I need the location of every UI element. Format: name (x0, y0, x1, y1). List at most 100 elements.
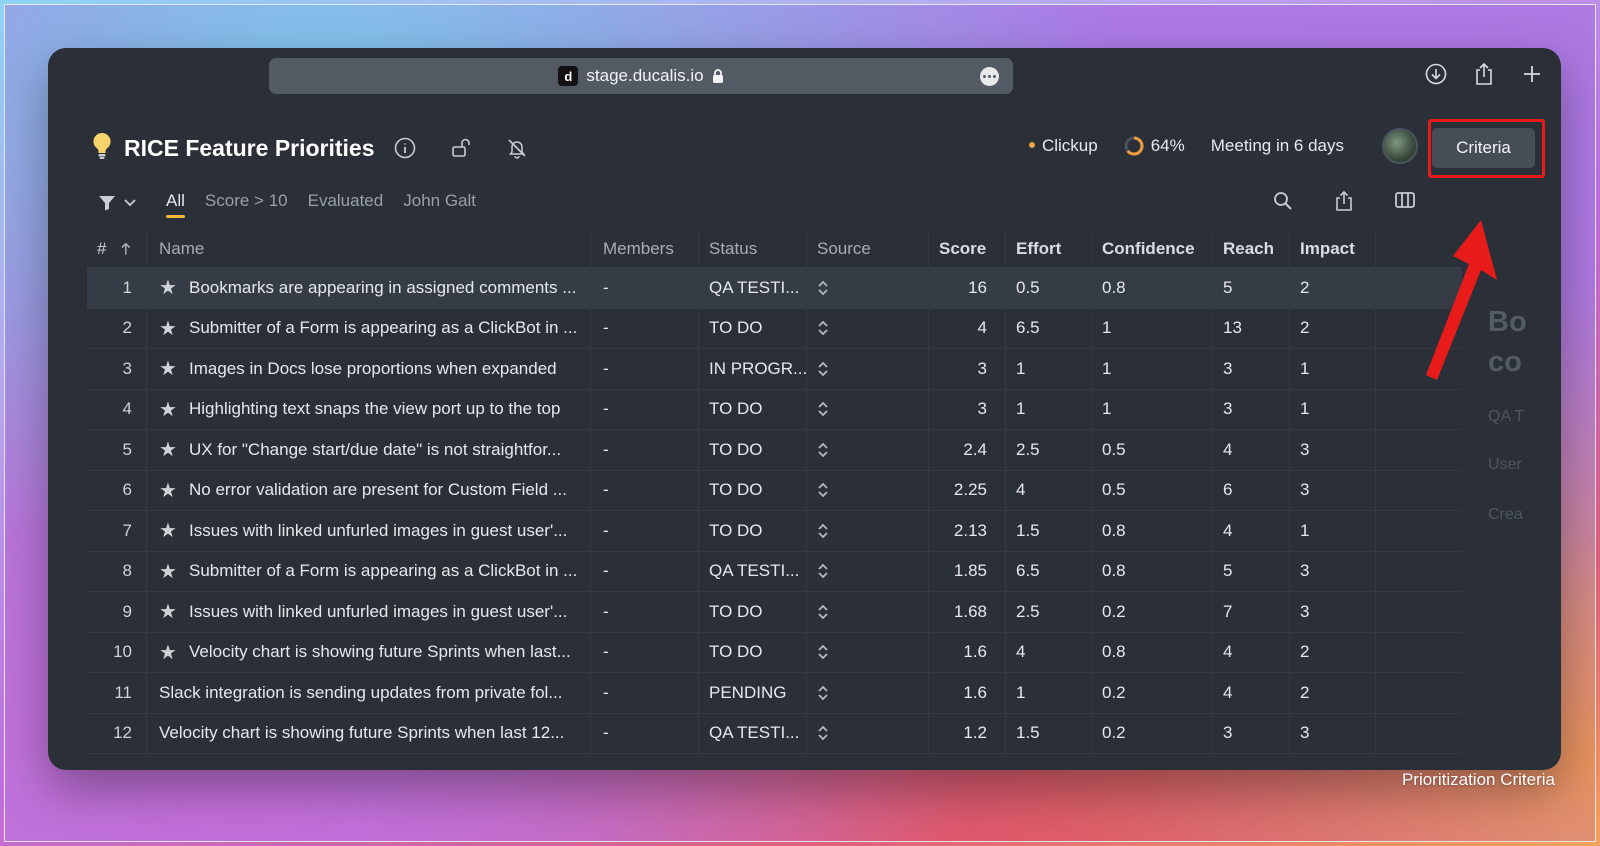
row-members[interactable]: - (591, 470, 699, 510)
row-impact[interactable]: 3 (1290, 713, 1376, 753)
row-confidence[interactable]: 0.2 (1092, 713, 1213, 753)
row-source[interactable] (807, 592, 929, 632)
row-members[interactable]: - (591, 268, 699, 308)
more-options-icon[interactable] (980, 67, 999, 86)
export-icon[interactable] (1335, 190, 1353, 216)
row-members[interactable]: - (591, 713, 699, 753)
row-reach[interactable]: 5 (1213, 551, 1290, 591)
row-impact[interactable]: 2 (1290, 673, 1376, 713)
row-effort[interactable]: 1.5 (1006, 713, 1092, 753)
header-confidence[interactable]: Confidence (1092, 230, 1213, 267)
row-name-cell[interactable]: ★ Velocity chart is showing future Sprint… (147, 632, 591, 672)
header-effort[interactable]: Effort (1006, 230, 1092, 267)
row-members[interactable]: - (591, 308, 699, 348)
table-row[interactable]: 1 ★ Bookmarks are appearing in assigned co… (87, 268, 1462, 309)
row-impact[interactable]: 1 (1290, 349, 1376, 389)
row-status[interactable]: TO DO (699, 632, 807, 672)
row-name-cell[interactable]: ★ Bookmarks are appearing in assigned com… (147, 268, 591, 308)
row-members[interactable]: - (591, 632, 699, 672)
row-effort[interactable]: 1 (1006, 349, 1092, 389)
star-icon[interactable]: ★ (159, 317, 177, 340)
row-status[interactable]: TO DO (699, 592, 807, 632)
row-confidence[interactable]: 0.2 (1092, 673, 1213, 713)
row-name-cell[interactable]: ★ No error validation are present for Cus… (147, 470, 591, 510)
download-icon[interactable] (1425, 62, 1447, 86)
row-status[interactable]: PENDING (699, 673, 807, 713)
integration-link[interactable]: Clickup (1028, 136, 1098, 156)
row-status[interactable]: IN PROGR... (699, 349, 807, 389)
row-effort[interactable]: 1.5 (1006, 511, 1092, 551)
star-icon[interactable]: ★ (159, 560, 177, 583)
row-status[interactable]: TO DO (699, 389, 807, 429)
table-row[interactable]: 7 ★ Issues with linked unfurled images in … (87, 511, 1462, 552)
row-source[interactable] (807, 713, 929, 753)
row-impact[interactable]: 3 (1290, 430, 1376, 470)
criteria-button[interactable]: Criteria (1432, 128, 1535, 168)
row-reach[interactable]: 4 (1213, 632, 1290, 672)
row-confidence[interactable]: 0.8 (1092, 632, 1213, 672)
header-source[interactable]: Source (807, 230, 929, 267)
row-status[interactable]: QA TESTI... (699, 713, 807, 753)
row-status[interactable]: TO DO (699, 470, 807, 510)
row-members[interactable]: - (591, 551, 699, 591)
row-source[interactable] (807, 511, 929, 551)
row-reach[interactable]: 7 (1213, 592, 1290, 632)
row-confidence[interactable]: 0.2 (1092, 592, 1213, 632)
table-row[interactable]: 6 ★ No error validation are present for Cu… (87, 470, 1462, 511)
row-effort[interactable]: 1 (1006, 673, 1092, 713)
row-reach[interactable]: 6 (1213, 470, 1290, 510)
table-row[interactable]: 4 ★ Highlighting text snaps the view port … (87, 389, 1462, 430)
row-members[interactable]: - (591, 430, 699, 470)
row-effort[interactable]: 4 (1006, 632, 1092, 672)
row-name-cell[interactable]: ★ Submitter of a Form is appearing as a C… (147, 308, 591, 348)
row-confidence[interactable]: 0.5 (1092, 430, 1213, 470)
table-row[interactable]: 10 ★ Velocity chart is showing future Spri… (87, 632, 1462, 673)
row-confidence[interactable]: 0.8 (1092, 551, 1213, 591)
row-status[interactable]: QA TESTI... (699, 551, 807, 591)
row-status[interactable]: TO DO (699, 308, 807, 348)
row-name-cell[interactable]: ★ Issues with linked unfurled images in g… (147, 511, 591, 551)
row-name-cell[interactable]: ★ UX for "Change start/due date" is not s… (147, 430, 591, 470)
star-icon[interactable]: ★ (159, 398, 177, 421)
row-confidence[interactable]: 1 (1092, 308, 1213, 348)
table-row[interactable]: 3 ★ Images in Docs lose proportions when e… (87, 349, 1462, 390)
row-reach[interactable]: 3 (1213, 389, 1290, 429)
row-source[interactable] (807, 308, 929, 348)
row-source[interactable] (807, 430, 929, 470)
row-confidence[interactable]: 0.5 (1092, 470, 1213, 510)
info-icon[interactable] (393, 136, 417, 160)
table-row[interactable]: 12 Velocity chart is showing future Sprin… (87, 713, 1462, 754)
row-members[interactable]: - (591, 349, 699, 389)
table-row[interactable]: 2 ★ Submitter of a Form is appearing as a … (87, 308, 1462, 349)
row-source[interactable] (807, 349, 929, 389)
row-name-cell[interactable]: Slack integration is sending updates fro… (147, 673, 591, 713)
header-status[interactable]: Status (699, 230, 807, 267)
tab-evaluated[interactable]: Evaluated (307, 191, 384, 210)
row-effort[interactable]: 6.5 (1006, 308, 1092, 348)
row-impact[interactable]: 3 (1290, 470, 1376, 510)
search-icon[interactable] (1273, 191, 1293, 216)
row-members[interactable]: - (591, 673, 699, 713)
row-source[interactable] (807, 632, 929, 672)
unlock-icon[interactable] (449, 136, 473, 160)
columns-icon[interactable] (1395, 191, 1415, 216)
row-name-cell[interactable]: ★ Issues with linked unfurled images in g… (147, 592, 591, 632)
table-row[interactable]: 8 ★ Submitter of a Form is appearing as a … (87, 551, 1462, 592)
tab-john-galt[interactable]: John Galt (403, 191, 476, 210)
row-impact[interactable]: 3 (1290, 551, 1376, 591)
table-row[interactable]: 11 Slack integration is sending updates f… (87, 673, 1462, 714)
star-icon[interactable]: ★ (159, 520, 177, 543)
tab-score-over-10[interactable]: Score > 10 (204, 191, 288, 210)
row-reach[interactable]: 13 (1213, 308, 1290, 348)
new-tab-icon[interactable] (1521, 62, 1543, 86)
row-effort[interactable]: 6.5 (1006, 551, 1092, 591)
table-row[interactable]: 9 ★ Issues with linked unfurled images in … (87, 592, 1462, 633)
table-row[interactable]: 5 ★ UX for "Change start/due date" is not … (87, 430, 1462, 471)
row-members[interactable]: - (591, 389, 699, 429)
row-reach[interactable]: 4 (1213, 673, 1290, 713)
filter-dropdown[interactable] (98, 195, 136, 211)
row-source[interactable] (807, 389, 929, 429)
row-effort[interactable]: 2.5 (1006, 430, 1092, 470)
header-name[interactable]: Name (147, 230, 591, 267)
row-impact[interactable]: 3 (1290, 592, 1376, 632)
